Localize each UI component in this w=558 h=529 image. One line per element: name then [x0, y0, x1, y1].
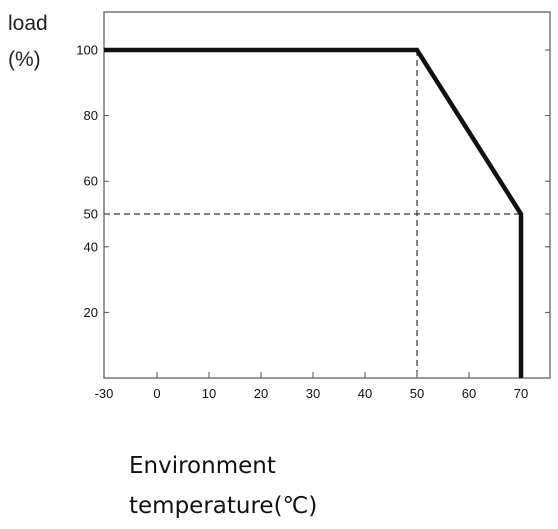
plot-frame: [103, 11, 551, 379]
y-tick-label: 100: [76, 43, 98, 58]
y-tick-label: 80: [84, 108, 98, 123]
x-tick-label: 20: [254, 386, 268, 401]
x-axis-ticks: -30 0 10 20 30 40 50 60 70: [95, 372, 528, 401]
y-tick-label: 40: [84, 239, 98, 254]
x-tick-label: 60: [462, 386, 476, 401]
x-tick-label: 70: [514, 386, 528, 401]
x-axis-label-line-2: temperature(℃): [129, 493, 317, 519]
reference-lines: [104, 50, 521, 378]
x-tick-label: 50: [410, 386, 424, 401]
x-tick-label: 0: [153, 386, 160, 401]
y-tick-label: 60: [84, 174, 98, 189]
x-tick-label: 30: [306, 386, 320, 401]
x-tick-label: 10: [202, 386, 216, 401]
y-tick-label: 20: [84, 305, 98, 320]
x-tick-label: 40: [358, 386, 372, 401]
x-axis-label-line-1: Environment: [129, 453, 276, 479]
derating-curve: [103, 47, 524, 379]
y-tick-label: 50: [84, 207, 98, 222]
y-axis-label-line-2: (%): [8, 48, 41, 71]
y-axis-label-line-1: load: [8, 12, 48, 35]
y-axis-ticks: 20 40 50 60 80 100: [76, 43, 550, 320]
x-tick-label: -30: [95, 386, 114, 401]
derating-line: [104, 47, 524, 378]
